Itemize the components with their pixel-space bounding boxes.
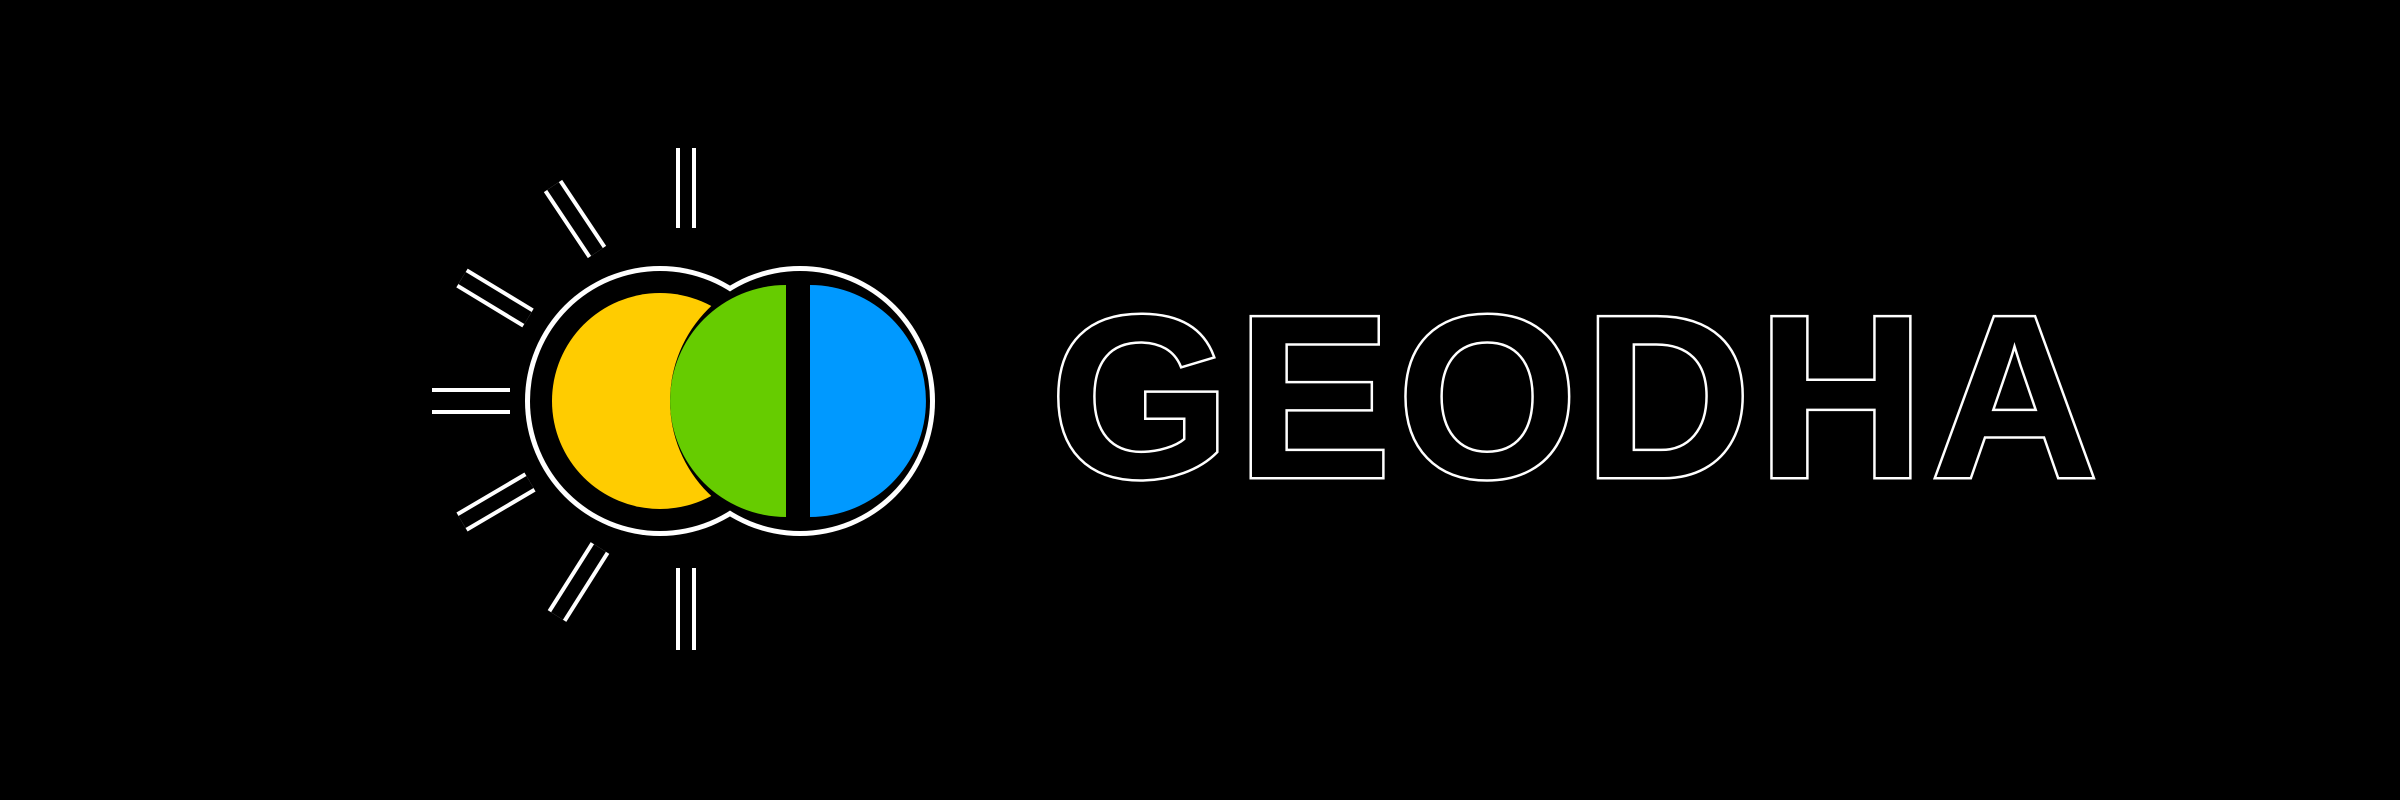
brand-wordmark: GEODHA	[1050, 268, 2104, 527]
globe-blue-half	[810, 285, 926, 517]
sun-rays	[432, 148, 696, 650]
globe-divider	[786, 275, 810, 527]
sun-ray-lower-left-2	[547, 542, 610, 622]
sun-ray-upper-left-1	[543, 179, 607, 259]
sun-ray-lower-left-1	[456, 472, 536, 532]
globe-green-half	[670, 285, 786, 517]
globe	[670, 271, 930, 531]
sun-ray-upper-left-2	[456, 268, 534, 328]
